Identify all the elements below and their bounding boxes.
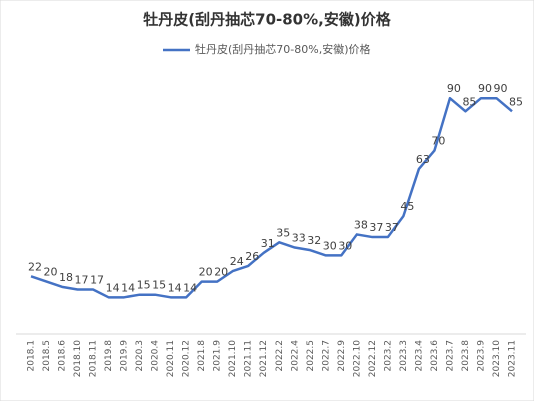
data-label: 90 [478,82,492,95]
x-tick-label: 2018.5 [42,340,52,372]
x-tick-label: 2023.9 [476,340,486,372]
data-label: 38 [354,218,368,231]
data-label: 18 [59,271,73,284]
x-tick-label: 2020.3 [135,340,145,372]
data-label: 17 [75,273,89,286]
data-label: 33 [292,232,306,245]
data-label: 37 [385,221,399,234]
data-label: 20 [214,266,228,279]
data-label: 20 [44,266,58,279]
x-tick-label: 2022.5 [306,340,316,372]
data-label: 45 [400,200,414,213]
data-label: 35 [276,226,290,239]
x-tick-label: 2023.2 [383,340,393,372]
x-tick-label: 2022.2 [275,340,285,372]
x-tick-label: 2023.11 [508,340,518,377]
data-label: 15 [137,279,151,292]
legend-label: 牡丹皮(刮丹抽芯70-80%,安徽)价格 [195,42,371,56]
x-tick-label: 2018.11 [89,340,99,377]
data-label: 22 [28,260,42,273]
x-tick-label: 2018.1 [27,340,37,372]
x-tick-label: 2019.9 [120,340,130,372]
chart-title: 牡丹皮(刮丹抽芯70-80%,安徽)价格 [143,11,391,29]
x-tick-label: 2023.4 [414,340,424,372]
data-label: 90 [493,82,507,95]
data-label: 70 [431,135,445,148]
data-label: 20 [199,266,213,279]
x-tick-label: 2021.10 [228,340,238,377]
data-label: 14 [106,281,120,294]
x-tick-label: 2020.4 [151,340,161,372]
x-tick-label: 2023.6 [430,340,440,372]
data-label: 85 [462,95,476,108]
x-tick-label: 2018.10 [73,340,83,377]
data-label: 14 [121,281,135,294]
data-label: 31 [261,237,275,250]
x-tick-label: 2022.4 [290,340,300,372]
x-tick-label: 2022.7 [321,340,331,372]
data-label: 26 [245,250,259,263]
x-tick-label: 2021.8 [197,340,207,372]
series-line [30,96,513,299]
x-tick-label: 2020.11 [166,340,176,377]
x-tick-label: 2023.10 [492,340,502,377]
x-tick-label: 2021.12 [259,340,269,377]
x-tick-label: 2021.9 [213,340,223,372]
data-label: 32 [307,234,321,247]
data-label: 37 [369,221,383,234]
data-label: 24 [230,255,244,268]
x-tick-label: 2023.7 [445,340,455,372]
x-tick-label: 2022.10 [352,340,362,377]
data-label: 63 [416,153,430,166]
x-tick-label: 2018.6 [58,340,68,372]
x-tick-label: 2023.3 [399,340,409,372]
x-tick-label: 2021.11 [244,340,254,377]
data-label: 15 [152,279,166,292]
x-tick-label: 2019.8 [104,340,114,372]
x-tick-label: 2022.12 [368,340,378,377]
x-tick-label: 2022.9 [337,340,347,372]
data-label: 14 [183,281,197,294]
x-tick-label: 2023.8 [461,340,471,372]
data-label: 14 [168,281,182,294]
data-label: 30 [323,239,337,252]
data-label: 85 [509,95,523,108]
data-label: 90 [447,82,461,95]
data-label: 17 [90,273,104,286]
data-label: 30 [338,239,352,252]
x-tick-label: 2020.12 [182,340,192,377]
